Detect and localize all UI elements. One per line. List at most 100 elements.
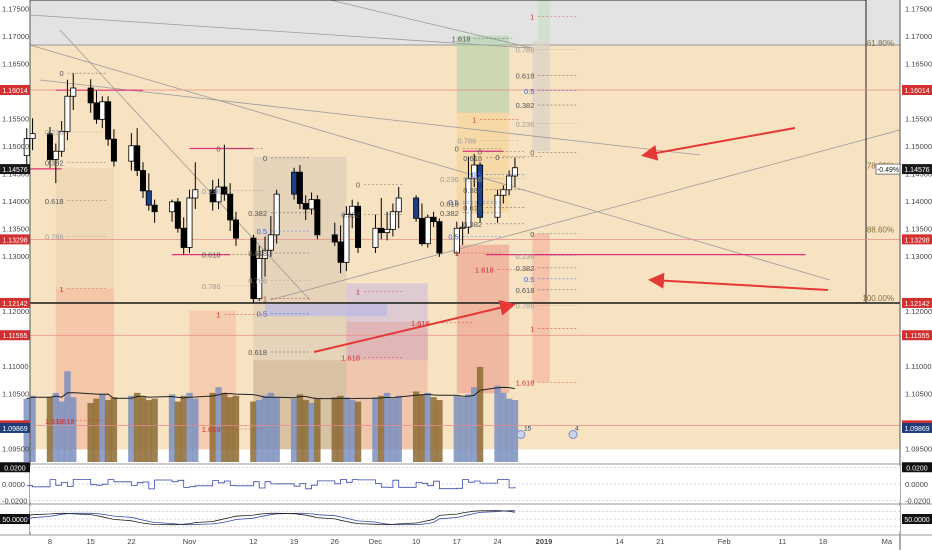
candle-body xyxy=(477,164,484,218)
volume-bar xyxy=(389,398,397,462)
oscillator-badge-left-label: 0.0200 xyxy=(4,465,26,472)
price-tick-label: 1.12000 xyxy=(905,307,932,316)
fib-level-label: 0.786 xyxy=(457,136,476,145)
trend-line-6 xyxy=(39,79,701,156)
candle xyxy=(93,90,100,124)
price-tick-label-left: 1.14000 xyxy=(2,197,29,206)
candle xyxy=(128,133,135,171)
candle-body xyxy=(215,186,222,203)
volume-bar xyxy=(261,395,269,462)
volume-bar xyxy=(145,400,152,462)
fib-level-label: 0.786 xyxy=(248,277,267,286)
candle-body xyxy=(291,171,298,195)
candle-body xyxy=(413,197,420,219)
volume-bar xyxy=(87,402,94,462)
time-tick-label: 22 xyxy=(127,537,135,546)
candle xyxy=(232,211,239,246)
event-badge-icon[interactable] xyxy=(568,430,578,439)
volume-bar xyxy=(436,400,443,462)
candle-body xyxy=(494,194,501,218)
time-tick-label: 11 xyxy=(778,537,786,546)
price-tick-label: 1.17000 xyxy=(905,32,932,41)
oscillator-tick-label-left: 0.0000 xyxy=(2,480,25,489)
candle-body xyxy=(296,171,303,204)
candle xyxy=(494,189,501,223)
fib-level-label: 0.786 xyxy=(516,46,535,55)
event-badge-icon[interactable] xyxy=(516,430,526,439)
candle xyxy=(58,121,65,157)
candle xyxy=(110,129,117,167)
candle xyxy=(105,96,112,146)
fib-level-label: 0.382 xyxy=(341,211,360,220)
trend-line-4 xyxy=(59,29,311,301)
candle xyxy=(169,199,176,222)
trend-line-3 xyxy=(29,44,831,281)
price-tick-label-left: 1.15500 xyxy=(2,114,29,123)
candle xyxy=(459,221,466,245)
candle-body xyxy=(506,175,513,191)
candle xyxy=(349,199,356,229)
time-tick-label: 21 xyxy=(656,537,664,546)
fib-level-label: 1 xyxy=(356,288,360,297)
fib-level-label: 0 xyxy=(495,153,499,162)
fib-level-label: 1 xyxy=(455,249,459,258)
price-badge-label: 1.09869 xyxy=(904,426,929,433)
price-badge xyxy=(902,297,932,308)
volume-bar xyxy=(151,398,158,462)
candle-body xyxy=(134,145,141,171)
fib-level-label: 0.5 xyxy=(472,170,482,179)
candle xyxy=(378,198,385,240)
candle-body xyxy=(64,95,71,132)
candle-body xyxy=(139,170,146,192)
volume-bar xyxy=(273,397,280,462)
fib-level-label: 1 xyxy=(216,311,220,320)
volume-bar xyxy=(128,395,135,462)
trend-line-2 xyxy=(329,0,533,49)
fib-zone-6 xyxy=(346,283,428,361)
price-tick-label-left: 1.15000 xyxy=(2,142,29,151)
change-badge xyxy=(875,163,901,175)
fib-level-label: 0.5 xyxy=(524,275,534,284)
fib-level-label: 0.5 xyxy=(448,233,458,242)
oscillator-tick-label-left: -0.0200 xyxy=(2,497,27,506)
candle-body xyxy=(105,101,112,140)
fib-level-label: 0 xyxy=(263,154,267,163)
price-tick-label: 1.10500 xyxy=(905,389,932,398)
volume-bar xyxy=(308,402,315,462)
oscillator-line xyxy=(26,479,516,490)
time-tick-label: 18 xyxy=(819,537,827,546)
volume-bar xyxy=(343,397,350,462)
candle xyxy=(192,162,199,209)
price-tick-label: 1.15500 xyxy=(905,114,932,123)
candle-body xyxy=(151,204,158,213)
price-tick-label-left: 1.13500 xyxy=(2,224,29,233)
candle-body xyxy=(128,145,135,162)
price-tick-label: 1.14000 xyxy=(905,197,932,206)
fib-level-label: 0.382 xyxy=(440,209,459,218)
fib-percent-label: 88.60% xyxy=(867,225,894,234)
candle xyxy=(273,189,280,244)
red-arrow-1 xyxy=(641,127,796,161)
volume-bar xyxy=(221,392,228,462)
volume-bar xyxy=(174,401,182,462)
candle xyxy=(413,195,420,222)
volume-bar xyxy=(302,400,309,462)
candle-body xyxy=(209,189,216,203)
volume-bar xyxy=(296,394,304,462)
volume-bar xyxy=(250,401,257,462)
fib-zone-13 xyxy=(532,233,550,383)
fib-level-label: 1.618 xyxy=(411,319,430,328)
volume-bar xyxy=(290,398,298,462)
volume-bar xyxy=(383,392,391,462)
stochastic-badge-label: 50.0000 xyxy=(904,517,929,524)
stochastic-badge-left xyxy=(0,514,30,524)
time-tick-label: 17 xyxy=(453,537,461,546)
candle xyxy=(145,173,152,211)
price-badge-label: 1.11555 xyxy=(905,333,930,340)
candle-body xyxy=(70,87,77,97)
price-badge-left-label: 1.13298 xyxy=(2,237,27,244)
candle-body xyxy=(93,102,100,120)
candle-body xyxy=(232,219,239,239)
volume-bar xyxy=(337,395,344,462)
